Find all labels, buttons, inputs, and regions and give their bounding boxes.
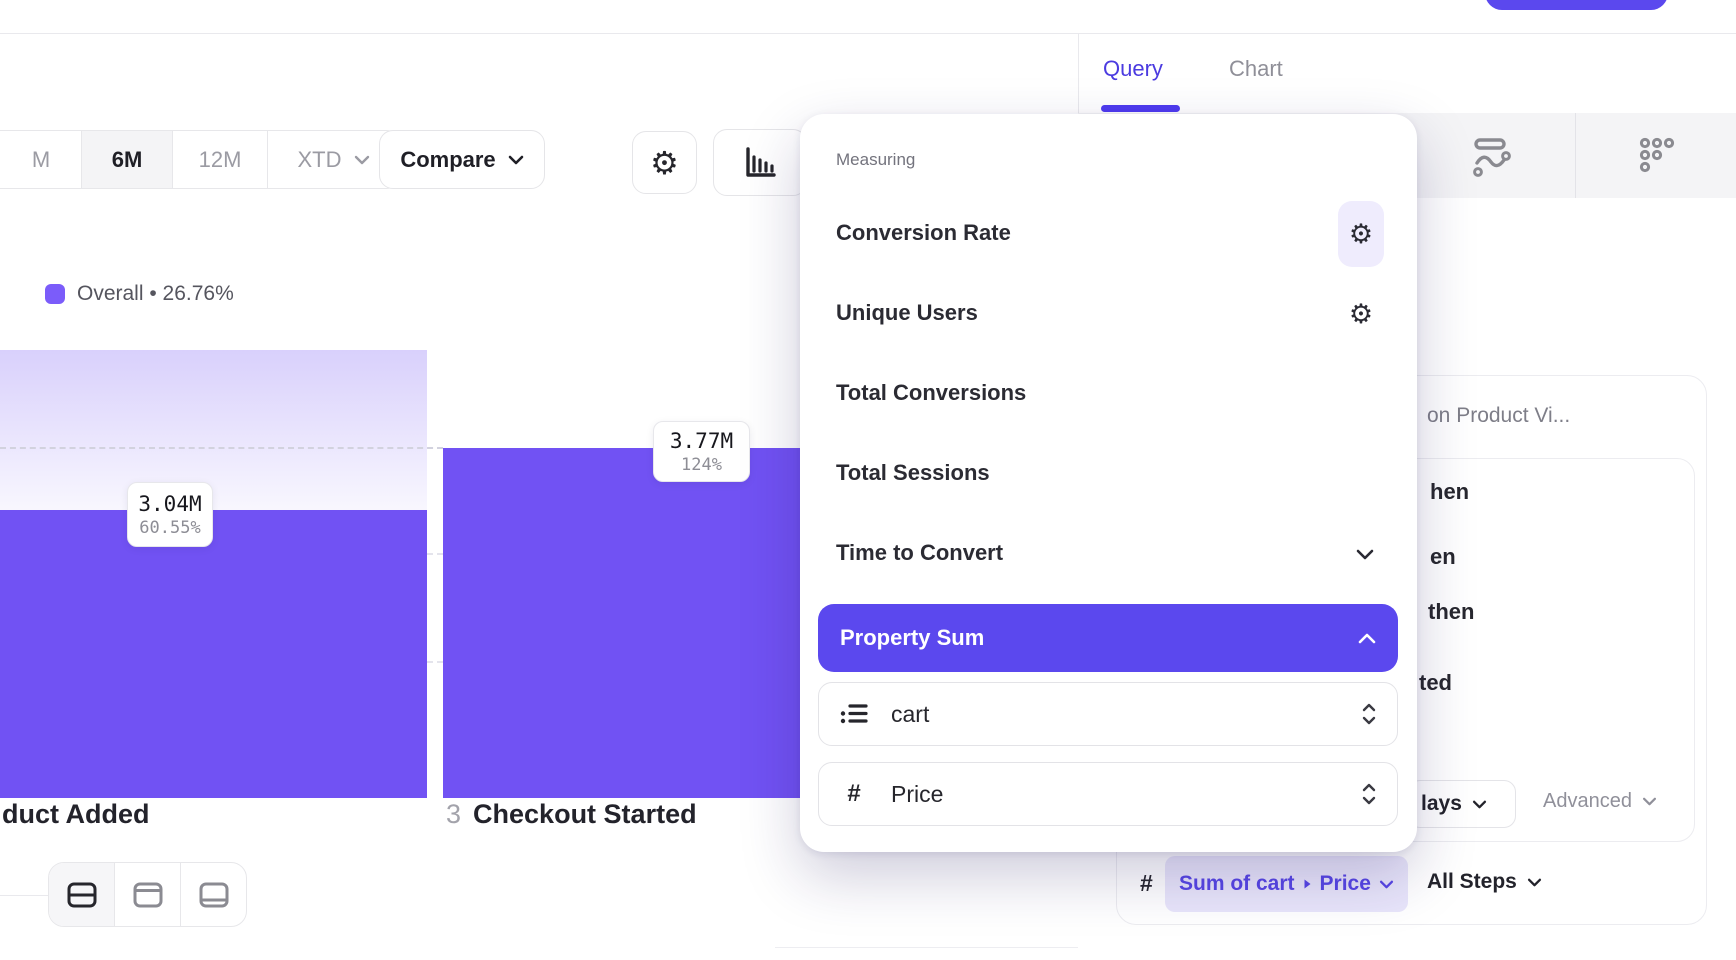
bar-percent: 60.55% [139, 517, 201, 538]
gear-button-background [1338, 201, 1384, 267]
toolbar-separator [1575, 113, 1576, 198]
step-label-product-added: duct Added [2, 799, 150, 830]
time-range-12m[interactable]: 12M [173, 131, 268, 188]
gridline-fragment [427, 553, 443, 555]
menu-item-total-sessions[interactable]: Total Sessions [836, 460, 990, 485]
step-number: 3 [446, 799, 462, 829]
bar-value-card: 3.77M 124% [653, 421, 750, 482]
compare-button[interactable]: Compare [379, 130, 545, 189]
lower-card-top-border [775, 947, 1078, 948]
conversion-rate-settings-button[interactable]: ⚙ [1338, 219, 1384, 250]
chevron-down-icon [1472, 800, 1486, 808]
reference-dashed-line [0, 447, 443, 449]
menu-item-time-to-convert[interactable]: Time to Convert [836, 540, 1004, 565]
measuring-menu-title: Measuring [836, 150, 916, 169]
gear-icon: ⚙ [650, 144, 679, 181]
measurement-chip[interactable]: Sum of cart Price [1165, 856, 1408, 912]
chevron-down-icon [354, 155, 369, 164]
numeric-type-icon: # [1140, 870, 1153, 896]
query-card-title: on Product Vi... [1427, 404, 1571, 427]
menu-item-property-sum-selected[interactable]: Property Sum [818, 604, 1398, 672]
layout-toggle-group [48, 862, 247, 927]
tab-query[interactable]: Query [1103, 56, 1163, 81]
numeric-select-value: Price [891, 780, 944, 807]
advanced-label: Advanced [1543, 790, 1632, 812]
time-range-m[interactable]: M [0, 131, 82, 188]
funnel-bar-product-added[interactable] [0, 510, 427, 798]
chart-type-button[interactable] [713, 129, 807, 196]
metrics-grid-view-button[interactable] [1637, 136, 1677, 181]
chip-property-label: Price [1319, 872, 1371, 895]
triangle-right-icon [1304, 879, 1311, 889]
chevron-down-icon [1527, 878, 1541, 886]
legend-swatch [45, 284, 65, 304]
layout-header-top-button[interactable] [115, 863, 181, 926]
step-row-fragment: ted [1419, 670, 1452, 695]
step-row-fragment: then [1428, 599, 1475, 624]
conversion-window-label: lays [1421, 792, 1462, 815]
unique-users-settings-button[interactable]: ⚙ [1338, 299, 1384, 330]
menu-item-conversion-rate[interactable]: Conversion Rate [836, 220, 1011, 245]
chart-settings-button[interactable]: ⚙ [632, 131, 697, 194]
gear-icon: ⚙ [1348, 219, 1374, 249]
tab-chart[interactable]: Chart [1229, 56, 1283, 81]
panel-boundary-divider [1078, 33, 1079, 113]
header-top-icon [133, 882, 162, 907]
hash-icon: # [847, 780, 861, 807]
chevron-down-icon [1379, 880, 1393, 888]
layout-split-horizontal-button[interactable] [49, 863, 115, 926]
split-rows-icon [67, 882, 96, 907]
step-label-text: duct Added [2, 799, 150, 829]
top-bar-divider [0, 33, 1736, 34]
advanced-dropdown[interactable]: Advanced [1543, 790, 1657, 813]
bar-value: 3.04M [138, 491, 202, 516]
all-steps-label: All Steps [1427, 870, 1517, 893]
time-range-segmented-control: M 6M 12M XTD [0, 130, 400, 189]
step-row-fragment: en [1430, 544, 1456, 569]
chevron-up-icon [1358, 633, 1376, 643]
layout-footer-bottom-button[interactable] [181, 863, 246, 926]
gear-icon: ⚙ [1348, 299, 1374, 329]
time-range-xtd[interactable]: XTD [268, 131, 399, 188]
time-range-label: 12M [198, 146, 242, 172]
active-tab-underline [1101, 105, 1180, 112]
chevron-down-icon[interactable] [1356, 547, 1374, 565]
menu-item-total-conversions[interactable]: Total Conversions [836, 380, 1027, 405]
stepper-chevrons-icon [1362, 703, 1376, 725]
time-range-6m[interactable]: 6M [82, 131, 173, 188]
time-range-label: 6M [111, 146, 143, 172]
dots-grid-icon [1639, 137, 1675, 173]
legend-label[interactable]: Overall • 26.76% [77, 282, 234, 305]
list-property-icon [840, 704, 868, 724]
time-range-label: XTD [297, 146, 342, 172]
chevron-down-icon [1642, 797, 1656, 806]
all-steps-dropdown[interactable]: All Steps [1427, 870, 1542, 894]
chevron-down-icon [508, 155, 523, 164]
footer-bottom-icon [199, 882, 228, 907]
property-sum-label: Property Sum [840, 625, 985, 650]
step-label-checkout-started: 3 Checkout Started [446, 799, 697, 830]
panel-bottom-border [0, 895, 48, 896]
compare-label: Compare [400, 146, 496, 172]
stepper-chevrons-icon [1362, 783, 1376, 805]
numeric-property-select[interactable]: # Price [818, 762, 1398, 826]
time-range-label: M [31, 146, 51, 172]
conversion-window-button[interactable]: lays [1408, 780, 1516, 828]
property-select[interactable]: cart [818, 682, 1398, 746]
step-label-text: Checkout Started [473, 799, 697, 829]
bar-chart-icon [746, 146, 776, 177]
bar-percent: 124% [681, 454, 722, 475]
chip-measure-label: Sum of cart [1179, 872, 1295, 895]
menu-item-unique-users[interactable]: Unique Users [836, 300, 978, 325]
bar-value: 3.77M [669, 428, 734, 453]
property-select-value: cart [891, 700, 930, 727]
primary-action-button[interactable] [1485, 0, 1668, 10]
gridline-fragment [427, 661, 443, 663]
bar-value-card: 3.04M 60.55% [127, 482, 213, 547]
step-row-fragment: hen [1430, 479, 1470, 504]
funnel-flow-icon [1473, 138, 1511, 177]
funnel-trend-view-button[interactable] [1471, 134, 1513, 183]
